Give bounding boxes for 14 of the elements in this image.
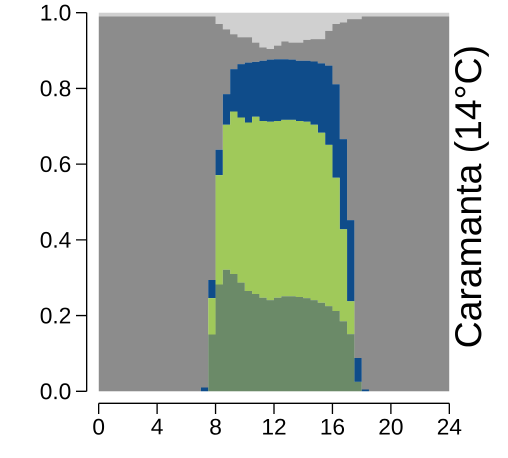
x-tick-label: 12 bbox=[263, 418, 286, 435]
x-tick-label: 8 bbox=[210, 418, 221, 435]
y-tick-label: 1.0 bbox=[42, 4, 70, 21]
y-tick-label: 0.4 bbox=[40, 232, 71, 248]
x-tick-label: 0 bbox=[93, 418, 104, 435]
x-tick-label: 4 bbox=[151, 418, 163, 434]
y-tick-label: 0.6 bbox=[40, 156, 70, 172]
y-tick-label: 0.0 bbox=[40, 383, 70, 400]
x-tick-label: 20 bbox=[379, 418, 403, 435]
y-tick-label: 0.2 bbox=[40, 308, 70, 324]
x-tick-label: 16 bbox=[322, 418, 344, 435]
x-tick-label: 24 bbox=[438, 418, 462, 435]
y-tick-label: 0.8 bbox=[40, 80, 70, 96]
y-axis-title: Caramanta (14°C) bbox=[454, 47, 489, 346]
